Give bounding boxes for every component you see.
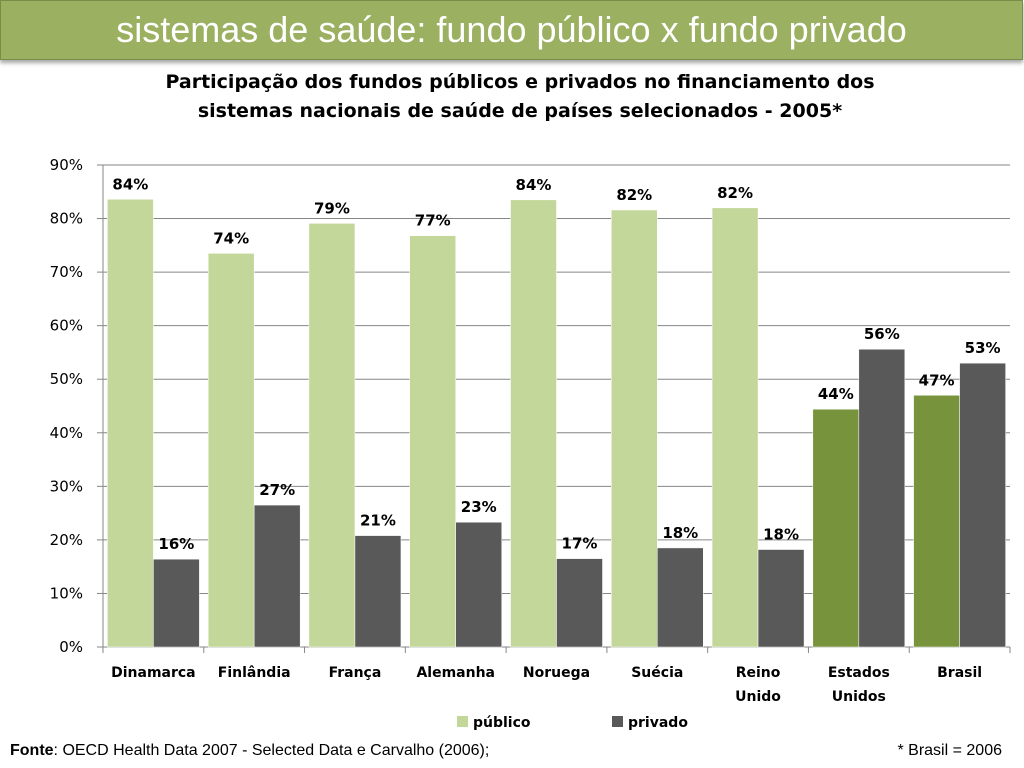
data-label: 23%: [461, 498, 497, 516]
y-tick-label: 80%: [50, 210, 83, 228]
legend-label-privado: privado: [628, 715, 688, 731]
bar-privado-estados-unidos: [858, 348, 906, 648]
data-label: 84%: [516, 176, 552, 194]
y-tick-label: 90%: [50, 156, 83, 174]
bar-publico-suecia: [611, 209, 658, 648]
data-label: 21%: [360, 512, 396, 530]
legend-swatch-publico: [457, 716, 468, 727]
data-label: 44%: [818, 385, 854, 403]
bar-publico-reino-unido: [711, 207, 759, 648]
bar-privado-alemanha: [455, 521, 502, 648]
bar-publico-dinamarca: [107, 199, 154, 648]
data-label: 47%: [919, 371, 955, 389]
data-label: 82%: [616, 186, 652, 204]
data-label: 56%: [864, 325, 900, 343]
bar-publico-finlandia: [207, 253, 255, 648]
data-label: 27%: [259, 481, 295, 499]
data-label: 53%: [965, 339, 1001, 357]
y-tick-label: 20%: [50, 531, 83, 549]
source-label: Fonte: [10, 742, 54, 759]
bar-privado-franca: [354, 535, 402, 648]
bar-chart: 0% 10% 20% 30% 40% 50% 60% 70% 80% 90% 84% 16% Dinam…: [50, 156, 1011, 731]
y-tick-label: 50%: [50, 370, 83, 388]
x-tick-label: Brasil: [937, 665, 982, 681]
y-tick-label: 30%: [50, 477, 83, 495]
x-tick-label: Suécia: [631, 665, 683, 681]
data-label: 16%: [158, 535, 194, 553]
bar-privado-brasil: [959, 362, 1006, 648]
legend-swatch-privado: [612, 716, 623, 727]
x-tick-label: França: [329, 665, 382, 681]
data-label: 82%: [717, 184, 753, 202]
legend-label-publico: público: [473, 715, 531, 731]
year-note: * Brasil = 2006: [897, 742, 1002, 759]
x-tick-label: Finlândia: [218, 665, 291, 681]
bar-privado-reino-unido: [757, 549, 805, 648]
source-note: Fonte: OECD Health Data 2007 - Selected …: [10, 742, 489, 760]
bar-publico-franca: [308, 223, 356, 648]
bar-privado-noruega: [556, 558, 603, 648]
x-tick-label: Alemanha: [416, 665, 495, 681]
page-title: sistemas de saúde: fundo público x fundo…: [116, 9, 907, 50]
chart-title-line-2: sistemas nacionais de saúde de países se…: [197, 100, 843, 122]
data-label: 18%: [763, 526, 799, 544]
bar-publico-brasil: [913, 395, 960, 648]
bar-publico-alemanha: [409, 235, 456, 648]
x-tick-label: Unido: [735, 689, 781, 705]
data-label: 17%: [562, 535, 598, 553]
bar-privado-finlandia: [253, 504, 301, 648]
data-label: 77%: [415, 212, 451, 230]
x-tick-label: Noruega: [523, 665, 590, 681]
bar-privado-suecia: [657, 547, 704, 648]
title-bar: sistemas de saúde: fundo público x fundo…: [0, 0, 1023, 60]
y-tick-label: 40%: [50, 424, 83, 442]
x-tick-label: Reino: [736, 665, 781, 681]
bar-publico-estados-unidos: [812, 408, 860, 648]
chart-title-line-1: Participação dos fundos públicos e priva…: [165, 71, 875, 93]
bar-privado-dinamarca: [153, 558, 200, 648]
x-tick-label: Estados: [828, 665, 890, 681]
x-tick-label: Unidos: [832, 689, 886, 705]
y-tick-label: 70%: [50, 263, 83, 281]
bar-publico-noruega: [510, 199, 557, 648]
y-tick-label: 0%: [59, 638, 83, 656]
y-tick-label: 60%: [50, 317, 83, 335]
x-tick-label: Dinamarca: [111, 665, 196, 681]
data-label: 84%: [112, 175, 148, 193]
chart-title: Participação dos fundos públicos e priva…: [100, 68, 940, 126]
data-label: 74%: [213, 229, 249, 247]
y-tick-label: 10%: [50, 584, 83, 602]
data-label: 79%: [314, 199, 350, 217]
data-label: 18%: [662, 524, 698, 542]
source-text: : OECD Health Data 2007 - Selected Data …: [53, 742, 490, 759]
